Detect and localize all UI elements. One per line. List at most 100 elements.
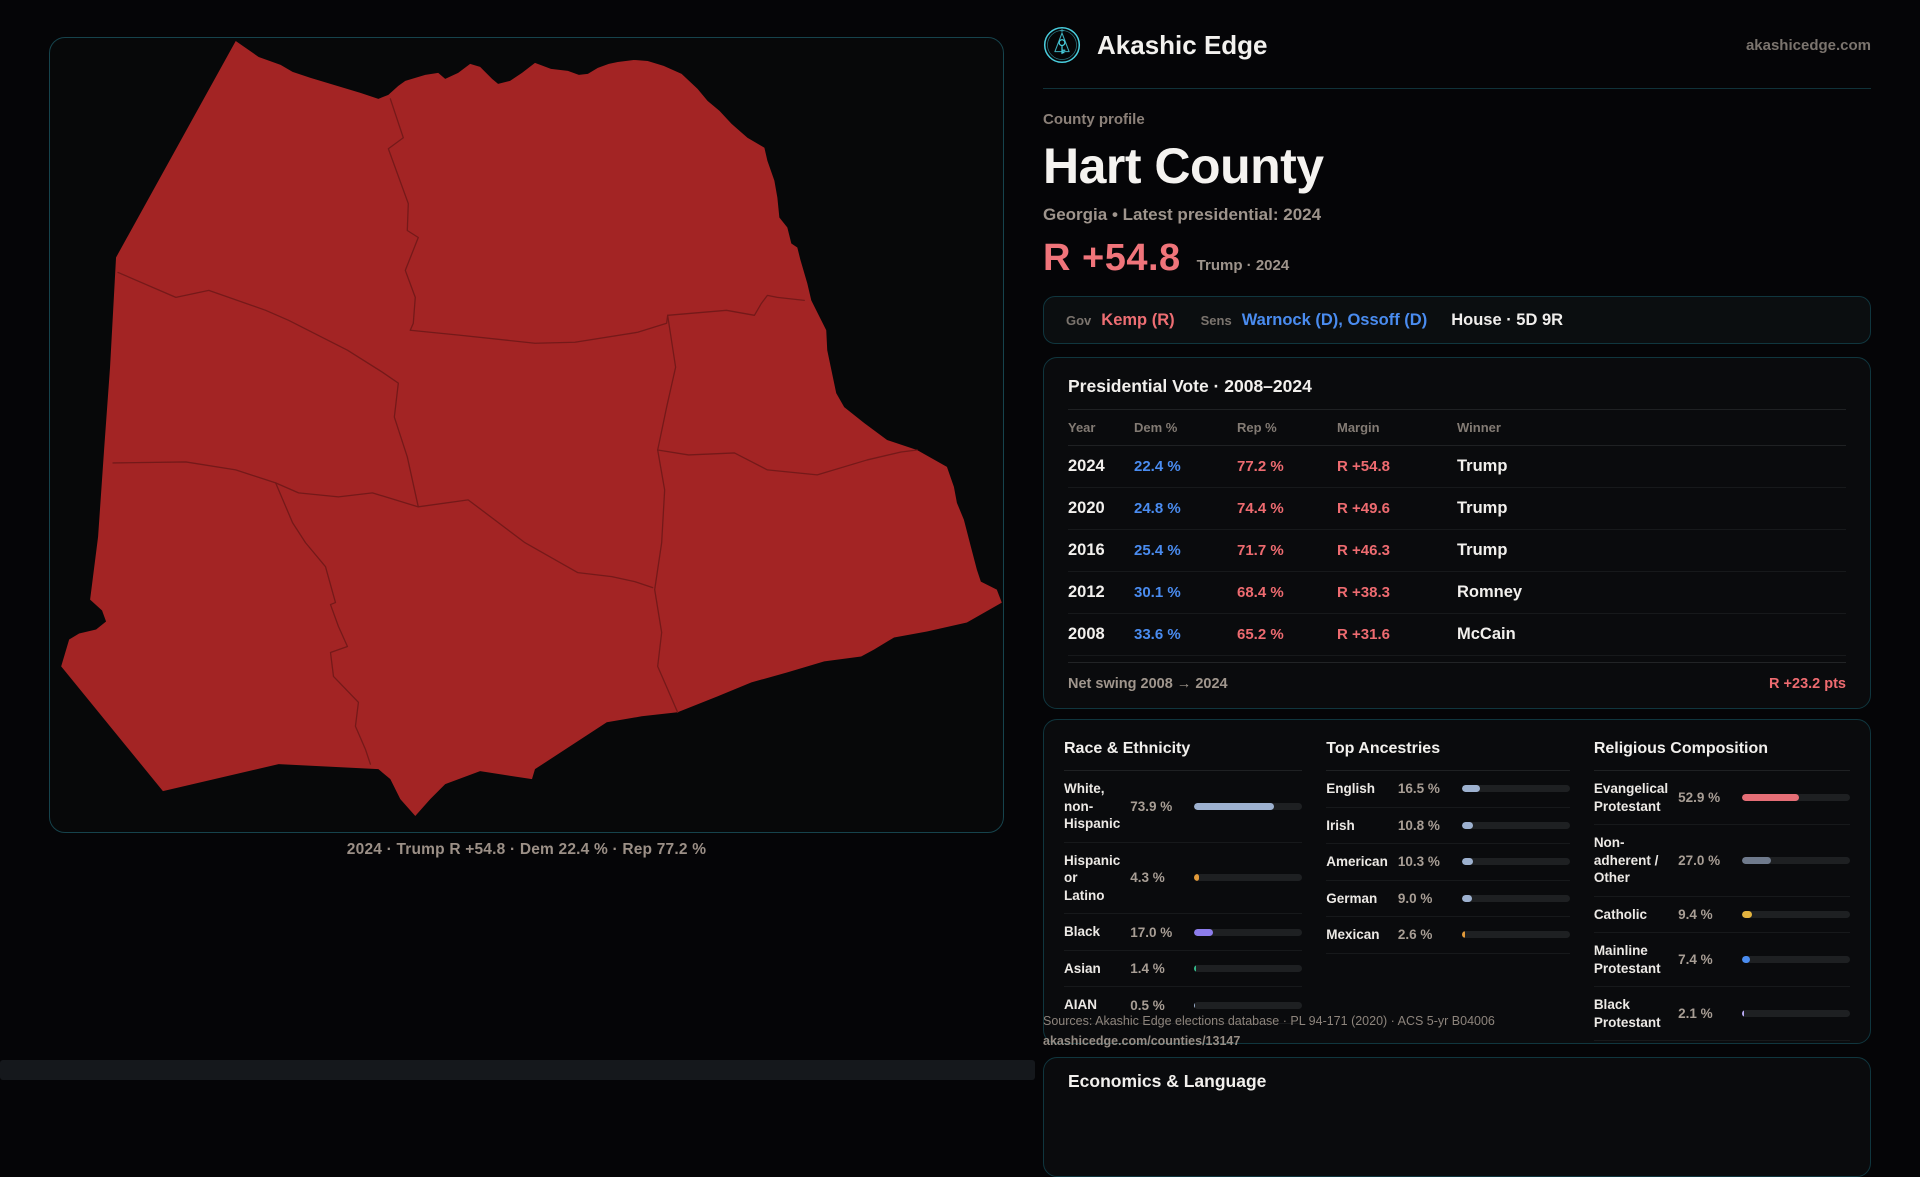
sens-label: Sens bbox=[1200, 312, 1232, 328]
demographic-bar-fill bbox=[1194, 928, 1213, 936]
demographic-label: Non-adherent / Other bbox=[1593, 835, 1659, 886]
precinct-boundary bbox=[657, 449, 918, 476]
demographic-bar-track bbox=[1194, 874, 1303, 882]
demographic-value: 27.0 % bbox=[1678, 852, 1721, 868]
demographic-value: 52.9 % bbox=[1678, 790, 1721, 806]
brand-name: Akashic Edge bbox=[1097, 29, 1268, 60]
demographic-value: 10.8 % bbox=[1397, 817, 1440, 833]
demographic-label: German bbox=[1326, 890, 1378, 906]
precinct-boundary bbox=[657, 314, 677, 451]
demographic-label: Hispanic or Latino bbox=[1064, 852, 1121, 903]
sources-url[interactable]: akashicedge.com/counties/13147 bbox=[1043, 1034, 1241, 1048]
demographic-label: Black bbox=[1064, 924, 1101, 940]
gov-value: Kemp (R) bbox=[1101, 310, 1175, 329]
presidential-row: 2012 30.1 % 68.4 % R +38.3 Romney bbox=[1068, 572, 1846, 614]
cell-margin: R +46.3 bbox=[1337, 542, 1390, 559]
presidential-table-body: 2024 22.4 % 77.2 % R +54.8 Trump 2020 24… bbox=[1068, 446, 1846, 656]
county-subtitle: Georgia • Latest presidential: 2024 bbox=[1043, 205, 1322, 224]
demographic-row: Asian 1.4 % bbox=[1064, 951, 1303, 988]
cell-rep-pct: 77.2 % bbox=[1237, 458, 1284, 475]
horizontal-scrollbar[interactable] bbox=[0, 1060, 1920, 1080]
cell-year: 2024 bbox=[1068, 457, 1105, 475]
margin-context: Trump · 2024 bbox=[1196, 257, 1290, 274]
cell-dem-pct: 30.1 % bbox=[1134, 584, 1181, 601]
ancestries-title: Top Ancestries bbox=[1326, 740, 1570, 771]
demographic-value: 73.9 % bbox=[1130, 798, 1173, 814]
col-winner: Winner bbox=[1457, 420, 1501, 435]
ancestries-section: Top Ancestries English 16.5 % Irish 10.8… bbox=[1326, 740, 1570, 1041]
demographic-bar-track bbox=[1461, 894, 1570, 902]
demographic-bar-fill bbox=[1194, 802, 1275, 810]
demographic-bar-track bbox=[1461, 821, 1570, 829]
net-swing-value: R +23.2 pts bbox=[1769, 676, 1846, 692]
precinct-boundary bbox=[387, 98, 419, 331]
demographic-bar-track bbox=[1742, 911, 1851, 918]
demographic-value: 10.3 % bbox=[1397, 854, 1440, 870]
demographic-bar-track bbox=[1461, 858, 1570, 866]
demographic-row: Mainline Protestant 7.4 % bbox=[1593, 933, 1851, 988]
demographic-row: White, non-Hispanic 73.9 % bbox=[1064, 771, 1303, 843]
race-ethnicity-title: Race & Ethnicity bbox=[1064, 740, 1303, 771]
cell-year: 2012 bbox=[1068, 583, 1105, 601]
demographic-label: AIAN bbox=[1064, 997, 1097, 1013]
county-profile-eyebrow: County profile bbox=[1043, 111, 1145, 128]
demographic-row: Irish 10.8 % bbox=[1326, 808, 1570, 845]
demographic-bar-fill bbox=[1461, 785, 1480, 793]
demographic-value: 9.4 % bbox=[1678, 907, 1713, 922]
cell-year: 2008 bbox=[1068, 625, 1105, 643]
officials-bar: Gov Kemp (R) Sens Warnock (D), Ossoff (D… bbox=[1043, 296, 1871, 344]
demographic-bar-fill bbox=[1742, 794, 1800, 802]
net-swing-row: Net swing 2008 → 2024 R +23.2 pts bbox=[1068, 662, 1846, 698]
demographic-bar-fill bbox=[1194, 965, 1196, 973]
demographic-value: 16.5 % bbox=[1397, 781, 1440, 797]
county-map-panel bbox=[49, 37, 1004, 833]
demographic-bar-fill bbox=[1742, 911, 1753, 918]
cell-winner: Trump bbox=[1457, 541, 1508, 559]
demographic-value: 17.0 % bbox=[1130, 924, 1173, 940]
demographic-label: Mexican bbox=[1326, 927, 1380, 943]
county-map bbox=[61, 40, 1002, 817]
presidential-row: 2024 22.4 % 77.2 % R +54.8 Trump bbox=[1068, 446, 1846, 488]
demographic-row: AIAN 0.5 % bbox=[1064, 987, 1303, 1024]
cell-dem-pct: 33.6 % bbox=[1134, 626, 1181, 643]
demographic-bar-track bbox=[1194, 928, 1303, 936]
demographic-bar-track bbox=[1742, 1010, 1851, 1018]
county-title: Hart County bbox=[1043, 138, 1324, 194]
demographic-bar-track bbox=[1742, 794, 1851, 802]
cell-dem-pct: 22.4 % bbox=[1134, 458, 1181, 475]
cell-year: 2020 bbox=[1068, 499, 1105, 517]
demographic-bar-fill bbox=[1461, 858, 1473, 866]
demographic-value: 1.4 % bbox=[1130, 961, 1165, 977]
religion-title: Religious Composition bbox=[1593, 740, 1851, 771]
demographic-bar-track bbox=[1461, 785, 1570, 793]
demographic-label: Evangelical Protestant bbox=[1593, 781, 1669, 814]
cell-dem-pct: 25.4 % bbox=[1134, 542, 1181, 559]
presidential-row: 2016 25.4 % 71.7 % R +46.3 Trump bbox=[1068, 530, 1846, 572]
sources-line: Sources: Akashic Edge elections database… bbox=[1043, 1014, 1495, 1028]
presidential-row: 2020 24.8 % 74.4 % R +49.6 Trump bbox=[1068, 488, 1846, 530]
demographic-value: 4.3 % bbox=[1130, 870, 1165, 886]
county-shape[interactable] bbox=[61, 40, 1002, 817]
demographic-bar-fill bbox=[1461, 894, 1472, 902]
gov-label: Gov bbox=[1066, 312, 1092, 328]
demographic-bar-fill bbox=[1194, 1001, 1195, 1009]
demographic-value: 0.5 % bbox=[1130, 997, 1165, 1013]
brand-domain-link[interactable]: akashicedge.com bbox=[1745, 36, 1871, 54]
demographic-label: Asian bbox=[1064, 960, 1101, 976]
ancestries-list: English 16.5 % Irish 10.8 % American 10.… bbox=[1326, 771, 1570, 954]
margin-headline: R +54.8 bbox=[1043, 237, 1181, 279]
cell-year: 2016 bbox=[1068, 541, 1105, 559]
race-ethnicity-section: Race & Ethnicity White, non-Hispanic 73.… bbox=[1064, 740, 1303, 1041]
county-profile-column: Akashic Edge akashicedge.com County prof… bbox=[1043, 0, 1871, 1177]
presidential-row: 2008 33.6 % 65.2 % R +31.6 McCain bbox=[1068, 614, 1846, 656]
demographic-label: Irish bbox=[1326, 817, 1355, 833]
demographic-bar-track bbox=[1194, 802, 1303, 810]
demographic-row: Hispanic or Latino 4.3 % bbox=[1064, 843, 1303, 915]
cell-dem-pct: 24.8 % bbox=[1134, 500, 1181, 517]
demographic-row: Non-adherent / Other 27.0 % bbox=[1593, 825, 1851, 897]
cell-winner: Romney bbox=[1457, 583, 1523, 601]
demographics-panel: Race & Ethnicity White, non-Hispanic 73.… bbox=[1043, 719, 1871, 1044]
demographic-row: Black 17.0 % bbox=[1064, 914, 1303, 951]
demographic-bar-track bbox=[1194, 1001, 1303, 1009]
scrollbar-thumb[interactable] bbox=[0, 1060, 1035, 1080]
